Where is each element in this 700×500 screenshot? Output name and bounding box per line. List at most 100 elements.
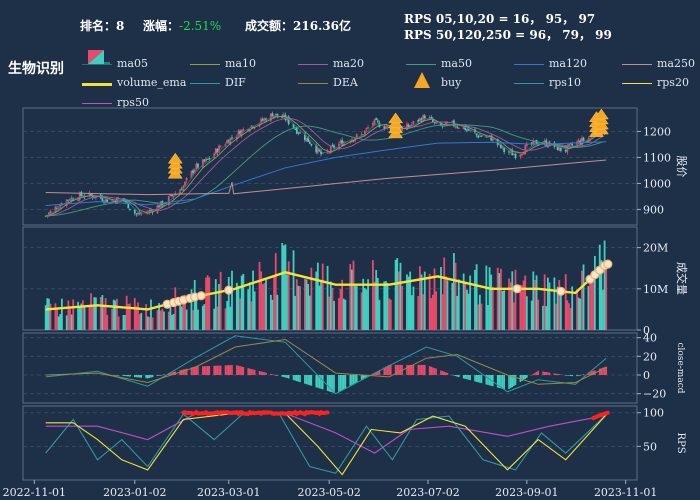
macd-histogram-bar xyxy=(114,375,117,376)
volume-bar xyxy=(548,282,551,330)
legend-swatch xyxy=(514,83,544,84)
macd-histogram-bar xyxy=(129,375,131,377)
volume-bar xyxy=(453,253,455,330)
macd-histogram-bar xyxy=(598,368,601,375)
legend-label: buy xyxy=(441,76,462,89)
price-candle xyxy=(315,145,318,153)
price-candle xyxy=(237,130,240,136)
price-candle xyxy=(464,125,467,131)
macd-histogram-bar xyxy=(308,375,311,386)
price-candle xyxy=(582,137,585,141)
volume-bar xyxy=(559,290,562,330)
volume-bar xyxy=(247,289,250,330)
macd-histogram-bar xyxy=(297,375,300,382)
macd-histogram-bar xyxy=(407,364,410,375)
legend-label: DEA xyxy=(333,76,358,89)
macd-histogram-bar xyxy=(307,375,309,385)
turnover-value: 216.36亿 xyxy=(293,19,351,33)
macd-histogram-bar xyxy=(409,364,411,375)
volume-axis-label: 成交量 xyxy=(675,262,689,295)
price-candle xyxy=(469,129,472,131)
price-candle xyxy=(446,122,449,124)
volume-bar xyxy=(307,284,310,330)
macd-histogram-bar xyxy=(286,375,288,379)
macd-histogram-bar xyxy=(383,367,386,375)
price-candle xyxy=(491,137,494,141)
macd-histogram-bar xyxy=(260,371,262,375)
volume-bar xyxy=(286,274,288,330)
volume-bar xyxy=(219,271,222,330)
volume-bar xyxy=(316,262,319,330)
volume-bar xyxy=(503,290,506,330)
price-candle xyxy=(104,198,107,202)
macd-histogram-bar xyxy=(328,375,330,392)
price-candle xyxy=(462,126,465,129)
macd-histogram-bar xyxy=(224,365,227,375)
macd-histogram-bar xyxy=(111,374,113,376)
price-candle xyxy=(423,115,426,120)
macd-histogram-bar xyxy=(135,375,138,378)
volume-bar xyxy=(582,264,585,330)
macd-histogram-bar xyxy=(270,373,272,375)
macd-histogram-bar xyxy=(352,375,355,384)
volume-bar xyxy=(93,297,96,330)
macd-histogram-bar xyxy=(137,375,139,378)
macd-histogram-bar xyxy=(216,365,219,375)
volume-bar xyxy=(328,296,331,330)
macd-histogram-bar xyxy=(252,369,254,375)
volume-bar xyxy=(598,244,601,330)
legend-swatch xyxy=(406,64,436,65)
price-candle xyxy=(171,195,173,197)
volume-bar xyxy=(167,311,170,330)
price-candle xyxy=(355,134,358,138)
macd-histogram-bar xyxy=(537,370,539,375)
legend-label: ma20 xyxy=(333,57,364,70)
volume-bar xyxy=(112,299,115,330)
volume-bar xyxy=(156,310,159,330)
macd-axis-label: close-macd xyxy=(675,342,685,393)
volume-bar xyxy=(49,303,52,330)
price-candle xyxy=(273,115,276,118)
volume-bar xyxy=(545,306,548,330)
volume-bar xyxy=(218,283,220,330)
price-candle xyxy=(295,128,298,134)
volume-bar xyxy=(490,274,493,330)
volume-bar xyxy=(440,267,442,330)
macd-histogram-bar xyxy=(185,368,188,375)
volume-bar xyxy=(252,270,254,330)
volume-bar xyxy=(386,282,389,330)
price-candle xyxy=(419,118,421,121)
price-candle xyxy=(135,213,138,215)
volume-bar xyxy=(70,314,73,330)
price-axis-label: 股价 xyxy=(675,156,688,178)
price-candle xyxy=(193,169,196,174)
volume-bar xyxy=(69,306,71,330)
volume-bar xyxy=(318,285,321,330)
legend-swatch xyxy=(622,83,652,84)
macd-histogram-bar xyxy=(339,375,342,391)
price-candle xyxy=(412,121,415,124)
macd-histogram-bar xyxy=(422,364,424,375)
volume-bar xyxy=(491,286,494,330)
volume-bar xyxy=(179,303,182,330)
volume-bar xyxy=(284,244,287,330)
macd-histogram-bar xyxy=(292,375,295,381)
volume-bar xyxy=(431,294,434,330)
volume-bar xyxy=(91,304,94,330)
rps-tick-label: 50 xyxy=(643,440,657,453)
macd-histogram-bar xyxy=(564,375,567,376)
price-candle xyxy=(252,126,254,128)
macd-histogram-bar xyxy=(294,375,296,381)
legend-label: ma250 xyxy=(657,57,695,70)
price-candle xyxy=(430,117,433,119)
macd-histogram-bar xyxy=(454,375,457,377)
price-candle xyxy=(218,145,220,153)
macd-histogram-bar xyxy=(341,375,343,391)
volume-bar xyxy=(524,275,527,330)
macd-histogram-bar xyxy=(592,370,595,375)
price-candle xyxy=(287,116,290,125)
macd-histogram-bar xyxy=(435,368,437,375)
macd-tick-label: 0 xyxy=(643,369,650,382)
price-candle xyxy=(72,198,75,201)
legend-label: ma05 xyxy=(117,57,148,70)
